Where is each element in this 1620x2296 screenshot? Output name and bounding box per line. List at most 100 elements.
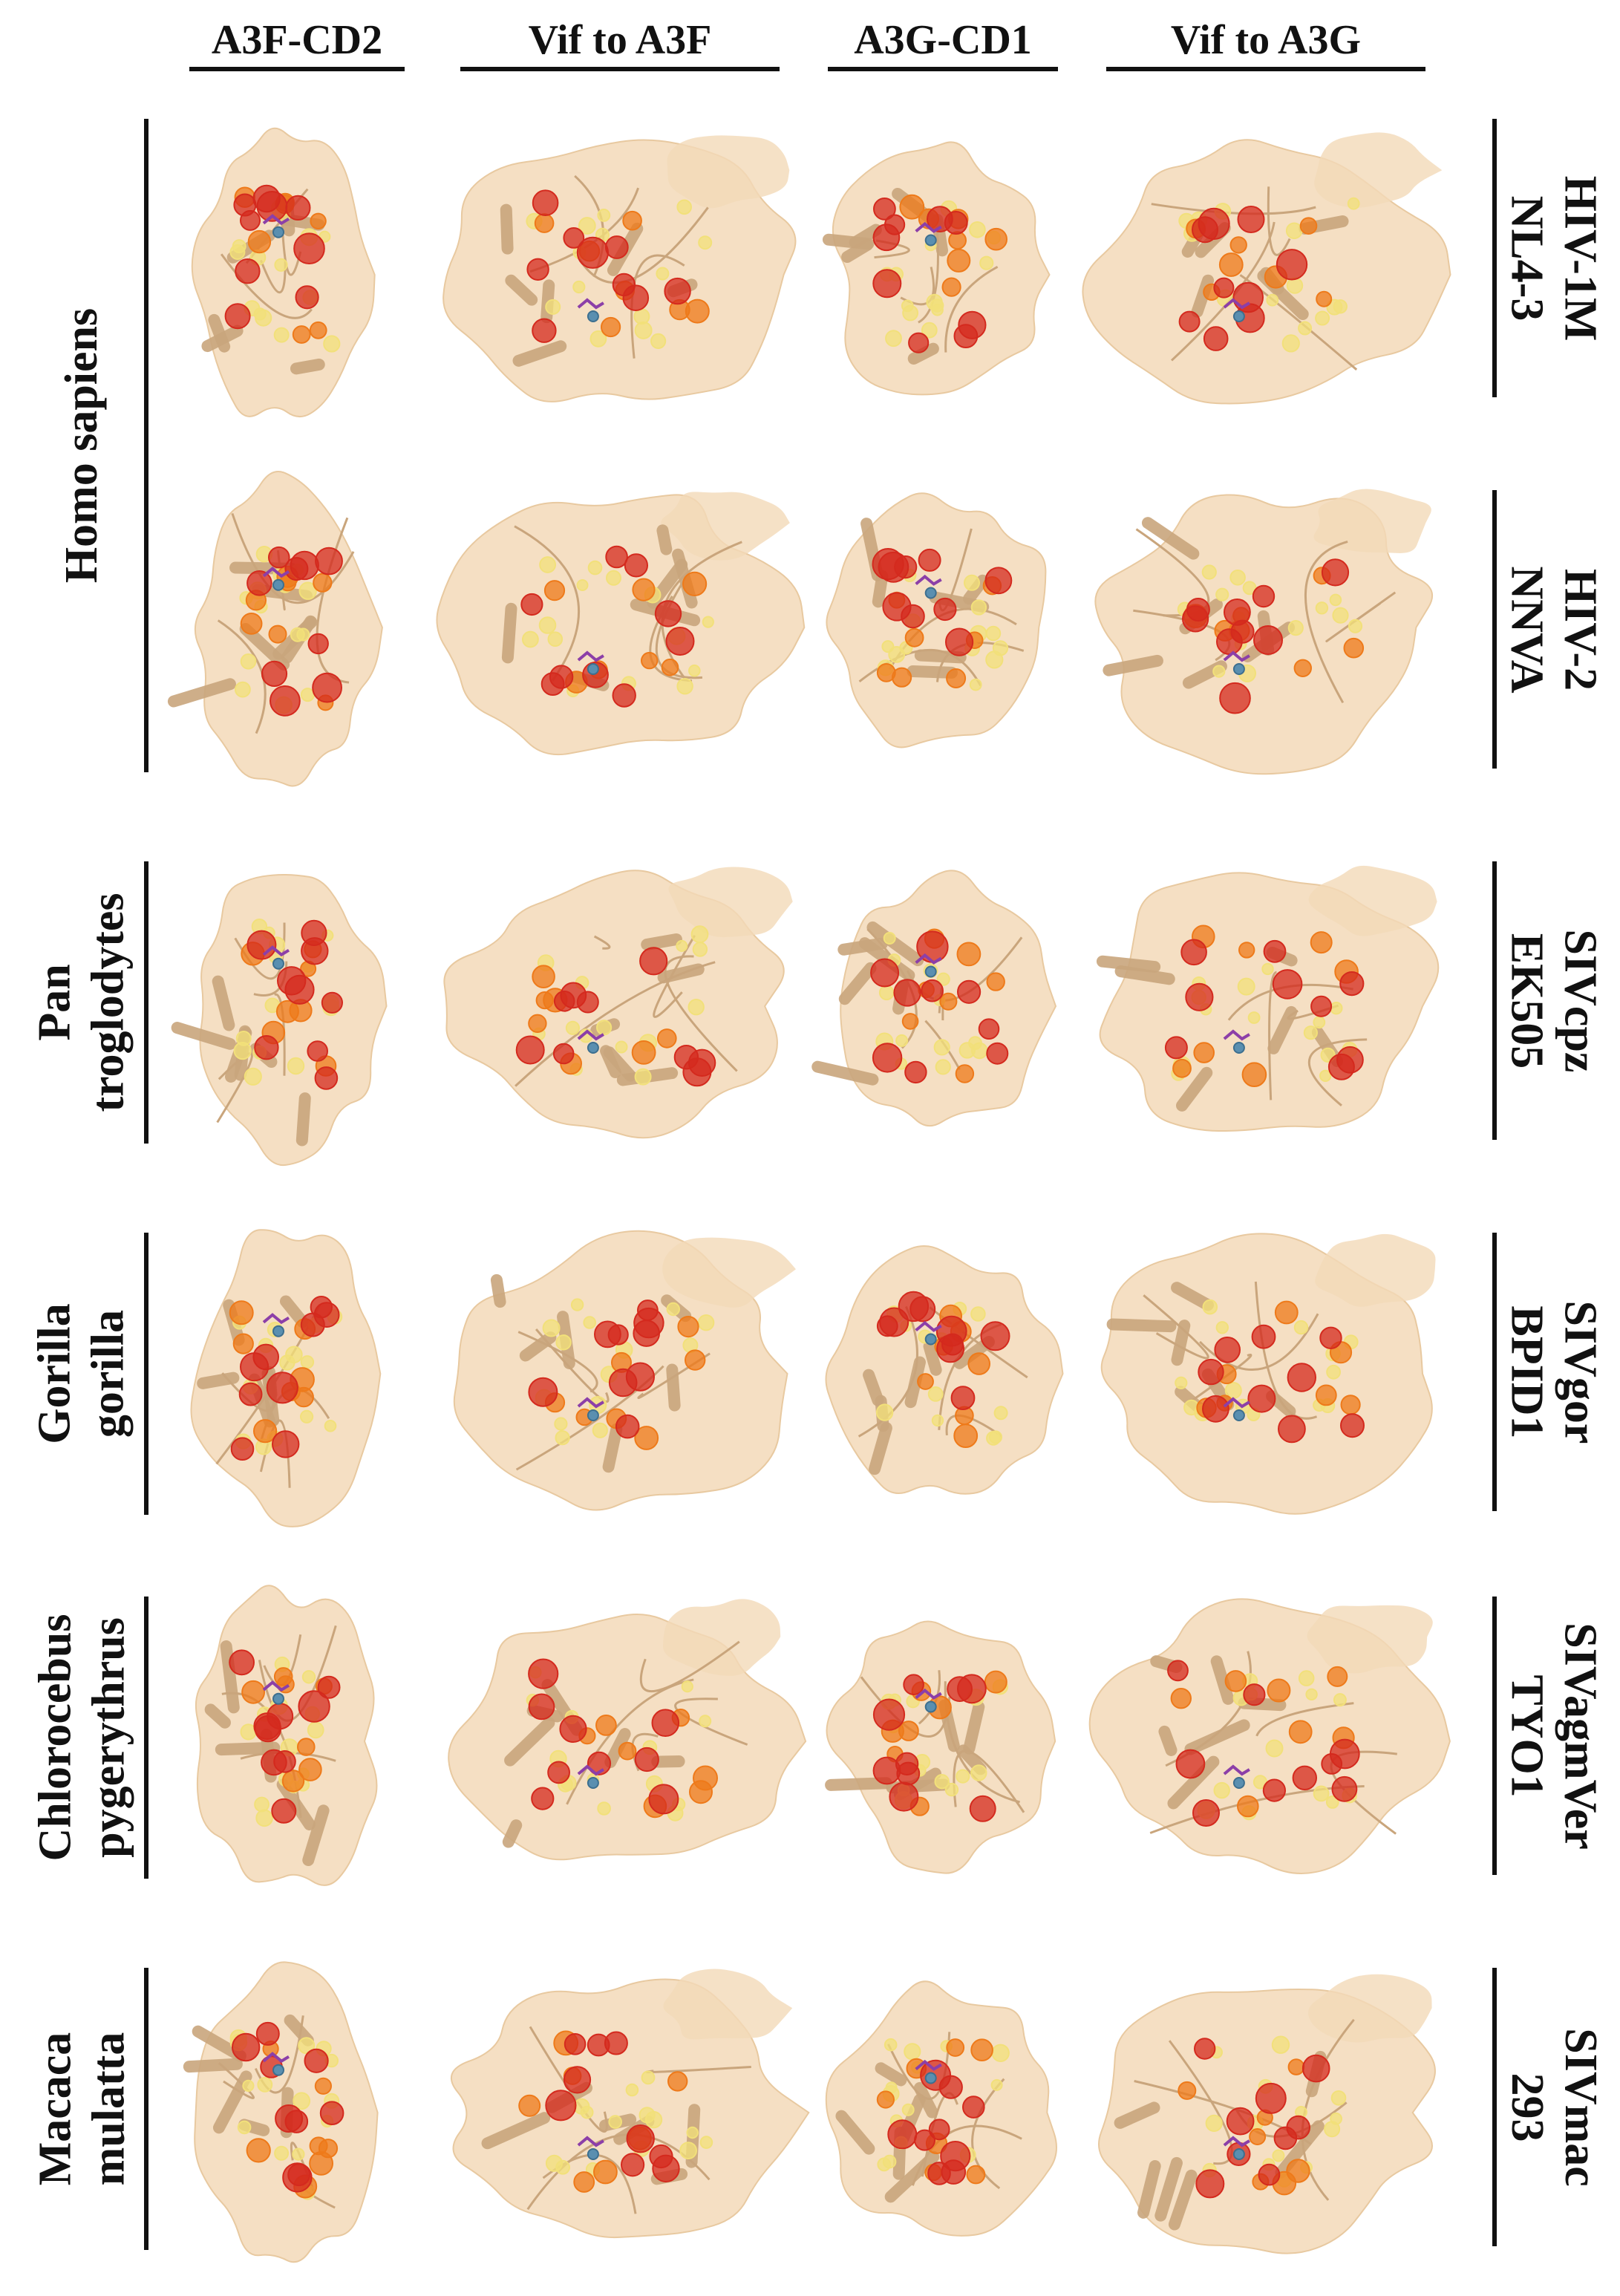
helix-ribbon (504, 1717, 555, 1767)
species-name-line: mulatta (83, 2032, 134, 2186)
residue-highlight (1249, 2128, 1267, 2145)
helix-ribbon (604, 1728, 631, 1769)
residue-highlight (532, 318, 557, 343)
residue-highlight (587, 1751, 612, 1775)
residue-highlight (980, 1321, 1010, 1351)
residue-highlight (904, 1060, 927, 1084)
residue-highlight (935, 1059, 951, 1075)
zinc-ion (1232, 2148, 1245, 2160)
surface-extension (1313, 489, 1431, 553)
residue-highlight (676, 678, 693, 695)
residue-highlight (1271, 2035, 1290, 2054)
residue-highlight (676, 939, 688, 952)
molecular-surface (826, 492, 1047, 749)
helix-ribbon (1210, 1655, 1235, 1705)
coil-loop (1307, 1038, 1368, 1106)
residue-highlight (1286, 2159, 1310, 2183)
residue-highlight (1299, 217, 1318, 235)
residue-highlight (950, 1386, 976, 1411)
residue-highlight (895, 1034, 909, 1047)
residue-highlight (595, 1715, 617, 1736)
protein-rendering (167, 471, 383, 787)
species-name-line: Gorilla (30, 1303, 81, 1444)
residue-highlight (901, 1013, 919, 1030)
residue-highlight (941, 277, 961, 297)
virus-bracket (1492, 861, 1497, 1140)
residue-highlight (298, 2037, 316, 2055)
structure-a3f-cd2-row-5 (174, 1578, 397, 1905)
residue-highlight (1336, 1046, 1364, 1074)
residue-highlight (1178, 310, 1201, 333)
residue-highlight (312, 672, 343, 703)
residue-highlight (1310, 931, 1333, 954)
residue-highlight (1313, 1016, 1326, 1029)
residue-highlight (292, 325, 311, 344)
residue-highlight (1218, 252, 1244, 277)
residue-highlight (596, 1020, 613, 1036)
structure-vif-to-a3f-row-3 (431, 843, 809, 1170)
residue-highlight (1347, 197, 1360, 210)
residue-highlight (576, 579, 589, 591)
residue-highlight (261, 660, 288, 687)
helix-ribbon (197, 1372, 240, 1389)
residue-highlight (872, 1756, 901, 1785)
residue-highlight (1339, 971, 1365, 997)
residue-highlight (293, 232, 325, 264)
residue-highlight (927, 206, 953, 233)
residue-highlight (870, 958, 900, 988)
residue-highlight (274, 2145, 290, 2161)
zinc-ion (587, 1777, 599, 1789)
residue-highlight (1329, 593, 1342, 607)
residue-highlight (1202, 1299, 1218, 1315)
residue-highlight (657, 1028, 677, 1048)
residue-highlight (685, 299, 710, 324)
helix-ribbon (602, 1423, 623, 1473)
protein-rendering (171, 873, 388, 1167)
residue-highlight (254, 1035, 279, 1060)
residue-highlight (235, 1031, 252, 1046)
structure-vif-to-a3g-row-6 (1077, 1949, 1455, 2276)
residue-highlight (1255, 2082, 1287, 2114)
surface-extension (661, 492, 790, 561)
residue-highlight (699, 2136, 713, 2149)
residue-highlight (921, 322, 938, 339)
structure-vif-to-a3g-row-5 (1077, 1578, 1455, 1905)
residue-highlight (1167, 1660, 1189, 1682)
protein-rendering (822, 141, 1051, 396)
residue-highlight (1330, 1002, 1343, 1015)
residue-highlight (692, 942, 708, 957)
structure-a3g-cd1-row-1 (820, 111, 1065, 438)
residue-highlight (654, 600, 682, 627)
residue-highlight (986, 1042, 1009, 1065)
protein-rendering (825, 1245, 1064, 1495)
residue-highlight (888, 646, 906, 663)
ligand-sticks (262, 214, 290, 226)
species-label-homo-sapiens: Homo sapiens (15, 119, 148, 772)
residue-highlight (1194, 2038, 1216, 2060)
coil-loop (1304, 541, 1348, 704)
residue-highlight (1348, 619, 1363, 633)
ligand-sticks (262, 567, 290, 578)
ligand-sticks (262, 1313, 290, 1325)
virus-name-line: HIV-2 (1555, 568, 1606, 691)
coil-loop (1254, 1281, 1318, 1420)
helix-ribbon (656, 524, 673, 555)
residue-highlight (547, 1761, 571, 1784)
residue-highlight (882, 592, 912, 622)
residue-highlight (242, 2079, 255, 2092)
residue-highlight (615, 1040, 628, 1054)
protein-rendering (442, 135, 797, 402)
residue-highlight (957, 979, 982, 1004)
coil-loop (674, 1697, 748, 1746)
residue-highlight (1274, 1300, 1299, 1325)
residue-highlight (587, 560, 603, 575)
residue-highlight (229, 1300, 254, 1325)
residue-highlight (298, 1690, 330, 1723)
residue-highlight (957, 1674, 987, 1704)
residue-highlight (542, 1319, 561, 1337)
residue-highlight (1253, 625, 1283, 655)
residue-highlight (1276, 249, 1308, 281)
residue-highlight (246, 570, 272, 596)
coil-loop (1267, 186, 1291, 256)
residue-highlight (1202, 1395, 1229, 1423)
